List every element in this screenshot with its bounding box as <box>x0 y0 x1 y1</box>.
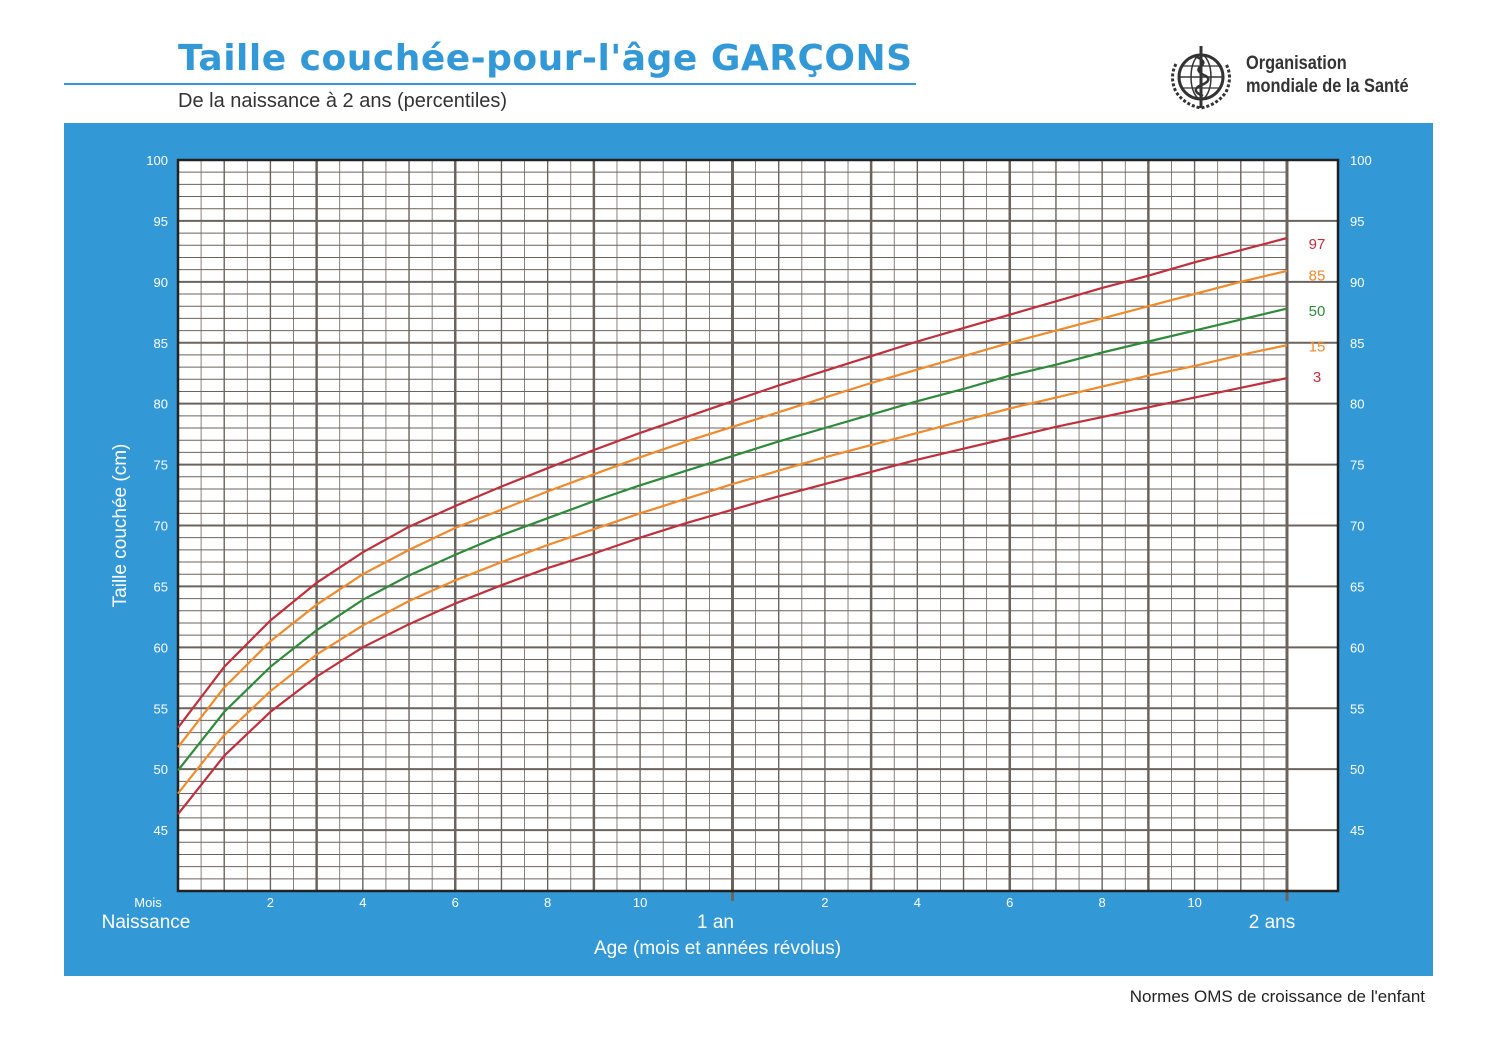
x-tick-label: 8 <box>544 895 551 910</box>
percentile-label-85: 85 <box>1309 268 1326 285</box>
y-tick-label-left: 60 <box>154 640 168 655</box>
y-tick-label-right: 80 <box>1350 397 1364 412</box>
x-tick-label: 2 <box>267 895 274 910</box>
y-tick-label-right: 95 <box>1350 214 1364 229</box>
x-tick-label: 8 <box>1099 895 1106 910</box>
y-tick-label-left: 55 <box>154 701 168 716</box>
x-milestone-label: 1 an <box>697 912 734 933</box>
organisation-name: Organisation mondiale de la Santé <box>1246 52 1409 98</box>
org-line-2: mondiale de la Santé <box>1246 76 1409 97</box>
y-tick-label-left: 50 <box>154 762 168 777</box>
growth-chart: 45 45 50 50 55 55 60 60 65 65 70 70 75 75 80 80 85 85 90 90… <box>102 153 1372 959</box>
y-tick-label-right: 90 <box>1350 275 1364 290</box>
y-tick-label-left: 95 <box>154 214 168 229</box>
y-tick-label-right: 45 <box>1350 823 1364 838</box>
footer-note: Normes OMS de croissance de l'enfant <box>1129 987 1425 1006</box>
y-tick-label-right: 85 <box>1350 336 1364 351</box>
percentile-label-15: 15 <box>1309 338 1326 355</box>
plot-frame <box>176 158 1340 893</box>
y-tick-label-right: 100 <box>1350 153 1372 168</box>
y-axis-title: Taille couchée (cm) <box>110 444 131 608</box>
x-milestone-label: 2 ans <box>1249 912 1295 933</box>
x-unit-label: Mois <box>134 895 162 910</box>
percentile-label-3: 3 <box>1313 369 1321 386</box>
who-emblem-icon <box>1171 46 1231 110</box>
percentile-curve-85 <box>177 269 1288 748</box>
org-line-1: Organisation <box>1246 53 1347 74</box>
x-tick-label: 2 <box>821 895 828 910</box>
y-tick-label-left: 85 <box>154 336 168 351</box>
y-tick-label-right: 70 <box>1350 519 1364 534</box>
growth-chart-panel: 45 45 50 50 55 55 60 60 65 65 70 70 75 75 80 80 85 85 90 90… <box>64 123 1433 976</box>
title-underline <box>64 83 916 85</box>
y-tick-label-left: 90 <box>154 275 168 290</box>
y-tick-label-left: 70 <box>154 519 168 534</box>
x-tick-label: 10 <box>633 895 647 910</box>
y-tick-label-left: 65 <box>154 579 168 594</box>
x-axis-title: Age (mois et années révolus) <box>594 938 841 959</box>
y-tick-label-left: 80 <box>154 397 168 412</box>
x-tick-label: 4 <box>914 895 921 910</box>
percentile-curve-97 <box>177 236 1288 729</box>
page-title: Taille couchée-pour-l'âge GARÇONS <box>178 38 913 79</box>
percentile-curve-50 <box>177 307 1288 772</box>
y-tick-label-left: 75 <box>154 458 168 473</box>
x-tick-label: 4 <box>359 895 366 910</box>
page-subtitle: De la naissance à 2 ans (percentiles) <box>178 90 508 112</box>
y-tick-label-right: 60 <box>1350 640 1364 655</box>
percentile-curve-3 <box>177 377 1288 815</box>
y-tick-label-right: 75 <box>1350 458 1364 473</box>
y-tick-label-left: 100 <box>146 153 168 168</box>
percentile-label-50: 50 <box>1309 303 1326 320</box>
y-tick-label-right: 55 <box>1350 701 1364 716</box>
percentile-curve-15 <box>177 344 1288 795</box>
x-tick-label: 6 <box>1006 895 1013 910</box>
y-tick-label-left: 45 <box>154 823 168 838</box>
percentile-label-97: 97 <box>1309 236 1326 253</box>
x-milestone-label: Naissance <box>102 912 191 933</box>
y-tick-label-right: 65 <box>1350 579 1364 594</box>
x-tick-label: 6 <box>452 895 459 910</box>
y-tick-label-right: 50 <box>1350 762 1364 777</box>
x-tick-label: 10 <box>1187 895 1201 910</box>
